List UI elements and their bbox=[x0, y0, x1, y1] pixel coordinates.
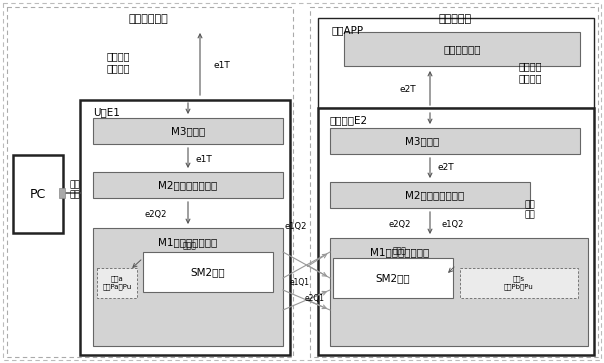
Text: 密码模块E2: 密码模块E2 bbox=[330, 115, 368, 125]
Text: 密码计算
调用输入: 密码计算 调用输入 bbox=[518, 61, 542, 83]
Text: e1Q2: e1Q2 bbox=[442, 220, 464, 229]
Bar bbox=[59, 188, 65, 198]
Text: 随机数: 随机数 bbox=[183, 241, 197, 250]
Text: e1Q2: e1Q2 bbox=[285, 223, 307, 232]
Text: e1Q1: e1Q1 bbox=[290, 278, 310, 287]
Bar bbox=[310, 7, 598, 357]
Bar bbox=[330, 182, 530, 208]
Text: 应用APP: 应用APP bbox=[332, 25, 364, 35]
Bar bbox=[333, 258, 453, 298]
Bar bbox=[13, 155, 63, 233]
Text: M3：接口: M3：接口 bbox=[171, 126, 205, 136]
Text: e2Q2: e2Q2 bbox=[389, 220, 411, 229]
Text: M1：密码算法模块: M1：密码算法模块 bbox=[158, 237, 217, 247]
Text: e2T: e2T bbox=[399, 86, 416, 94]
Text: 随机数: 随机数 bbox=[393, 246, 407, 255]
Bar bbox=[318, 108, 594, 355]
Bar bbox=[330, 238, 588, 346]
Text: 私钥a
公钥Pa、Pu: 私钥a 公钥Pa、Pu bbox=[102, 276, 132, 290]
Bar bbox=[318, 18, 594, 108]
Text: 用户受控环境: 用户受控环境 bbox=[128, 14, 168, 24]
Text: e2T: e2T bbox=[438, 163, 455, 172]
Text: SM2算法: SM2算法 bbox=[376, 273, 410, 283]
Bar bbox=[93, 172, 283, 198]
Bar bbox=[330, 128, 580, 154]
Text: M1：密码算法模块: M1：密码算法模块 bbox=[370, 247, 429, 257]
Text: PC: PC bbox=[30, 188, 46, 200]
Bar bbox=[93, 228, 283, 346]
Bar bbox=[344, 32, 580, 66]
Bar bbox=[460, 268, 578, 298]
Bar bbox=[7, 7, 293, 357]
Bar bbox=[80, 100, 290, 355]
Text: 公有云环境: 公有云环境 bbox=[439, 14, 472, 24]
Text: 私钥s
公钥Pb、Pu: 私钥s 公钥Pb、Pu bbox=[504, 276, 534, 290]
Text: e2Q2: e2Q2 bbox=[145, 211, 167, 220]
Text: M2：结果校验模块: M2：结果校验模块 bbox=[405, 190, 464, 200]
Text: SM2算法: SM2算法 bbox=[191, 267, 225, 277]
Text: U盾E1: U盾E1 bbox=[93, 107, 120, 117]
Text: 调用
输入: 调用 输入 bbox=[525, 200, 535, 220]
Text: M3：接口: M3：接口 bbox=[405, 136, 439, 146]
Text: 密码计算
调用输入: 密码计算 调用输入 bbox=[106, 51, 130, 73]
Text: 调用
输入: 调用 输入 bbox=[69, 180, 80, 200]
Text: M2：结果校验模块: M2：结果校验模块 bbox=[158, 180, 217, 190]
Text: e2Q1: e2Q1 bbox=[305, 294, 325, 302]
Text: e1T: e1T bbox=[213, 61, 230, 69]
Text: 应用功能模块: 应用功能模块 bbox=[443, 44, 481, 54]
Bar bbox=[93, 118, 283, 144]
Bar bbox=[97, 268, 137, 298]
Text: e1T: e1T bbox=[196, 155, 213, 164]
Bar bbox=[143, 252, 273, 292]
